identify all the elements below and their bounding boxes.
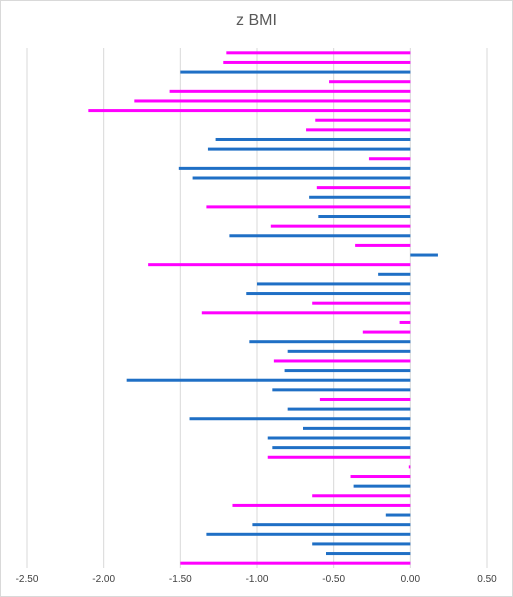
bar [223, 60, 411, 64]
x-tick-label: 0.00 [401, 574, 421, 585]
bar [246, 292, 411, 296]
bar [284, 369, 411, 373]
bar [126, 378, 411, 382]
bar [318, 215, 411, 219]
bar [410, 253, 438, 257]
bar [309, 195, 411, 199]
bar [272, 388, 411, 392]
x-tick-label: -2.50 [16, 574, 39, 585]
bars [88, 51, 438, 565]
bar [368, 157, 411, 161]
bar [206, 205, 411, 209]
bar [148, 263, 411, 267]
bar [350, 475, 411, 479]
bar [315, 118, 411, 122]
x-axis-tick-labels: -2.50 -2.00 -1.50 -1.00 -0.50 0.00 0.50 [16, 574, 498, 585]
bar [287, 349, 411, 353]
gridlines [26, 48, 488, 568]
bar [192, 176, 411, 180]
bar [408, 465, 411, 469]
x-tick-label: -1.50 [169, 574, 192, 585]
bar [316, 186, 411, 190]
bar [272, 446, 411, 450]
chart-title: z BMI [236, 12, 277, 29]
bar [353, 484, 411, 488]
bar [303, 426, 411, 430]
bar [312, 494, 411, 498]
bar [306, 128, 411, 132]
bar [169, 89, 411, 93]
bar [267, 436, 411, 440]
bar [201, 311, 411, 315]
bar [180, 70, 411, 74]
x-tick-label: -0.50 [322, 574, 345, 585]
bar [229, 234, 411, 238]
bar [385, 513, 411, 517]
bar [249, 340, 411, 344]
bar [134, 99, 411, 103]
bar [226, 51, 411, 55]
bar [189, 417, 411, 421]
bar [355, 243, 411, 247]
bar [362, 330, 411, 334]
bar [287, 407, 411, 411]
bar [273, 359, 411, 363]
bar [215, 137, 411, 141]
bar [270, 224, 411, 228]
bar [257, 282, 411, 286]
bar [207, 147, 411, 151]
bar [252, 523, 411, 527]
bar [178, 166, 411, 170]
bar [267, 455, 411, 459]
bar [180, 561, 411, 565]
bar [206, 532, 411, 536]
bar [319, 397, 411, 401]
x-tick-label: 0.50 [477, 574, 497, 585]
bar [326, 552, 411, 556]
bar [399, 320, 411, 324]
bar [378, 272, 411, 276]
bar [329, 80, 411, 84]
bar [312, 542, 411, 546]
bar [312, 301, 411, 305]
bar [232, 503, 411, 507]
x-tick-label: -2.00 [92, 574, 115, 585]
x-tick-label: -1.00 [246, 574, 269, 585]
bar [88, 109, 411, 113]
